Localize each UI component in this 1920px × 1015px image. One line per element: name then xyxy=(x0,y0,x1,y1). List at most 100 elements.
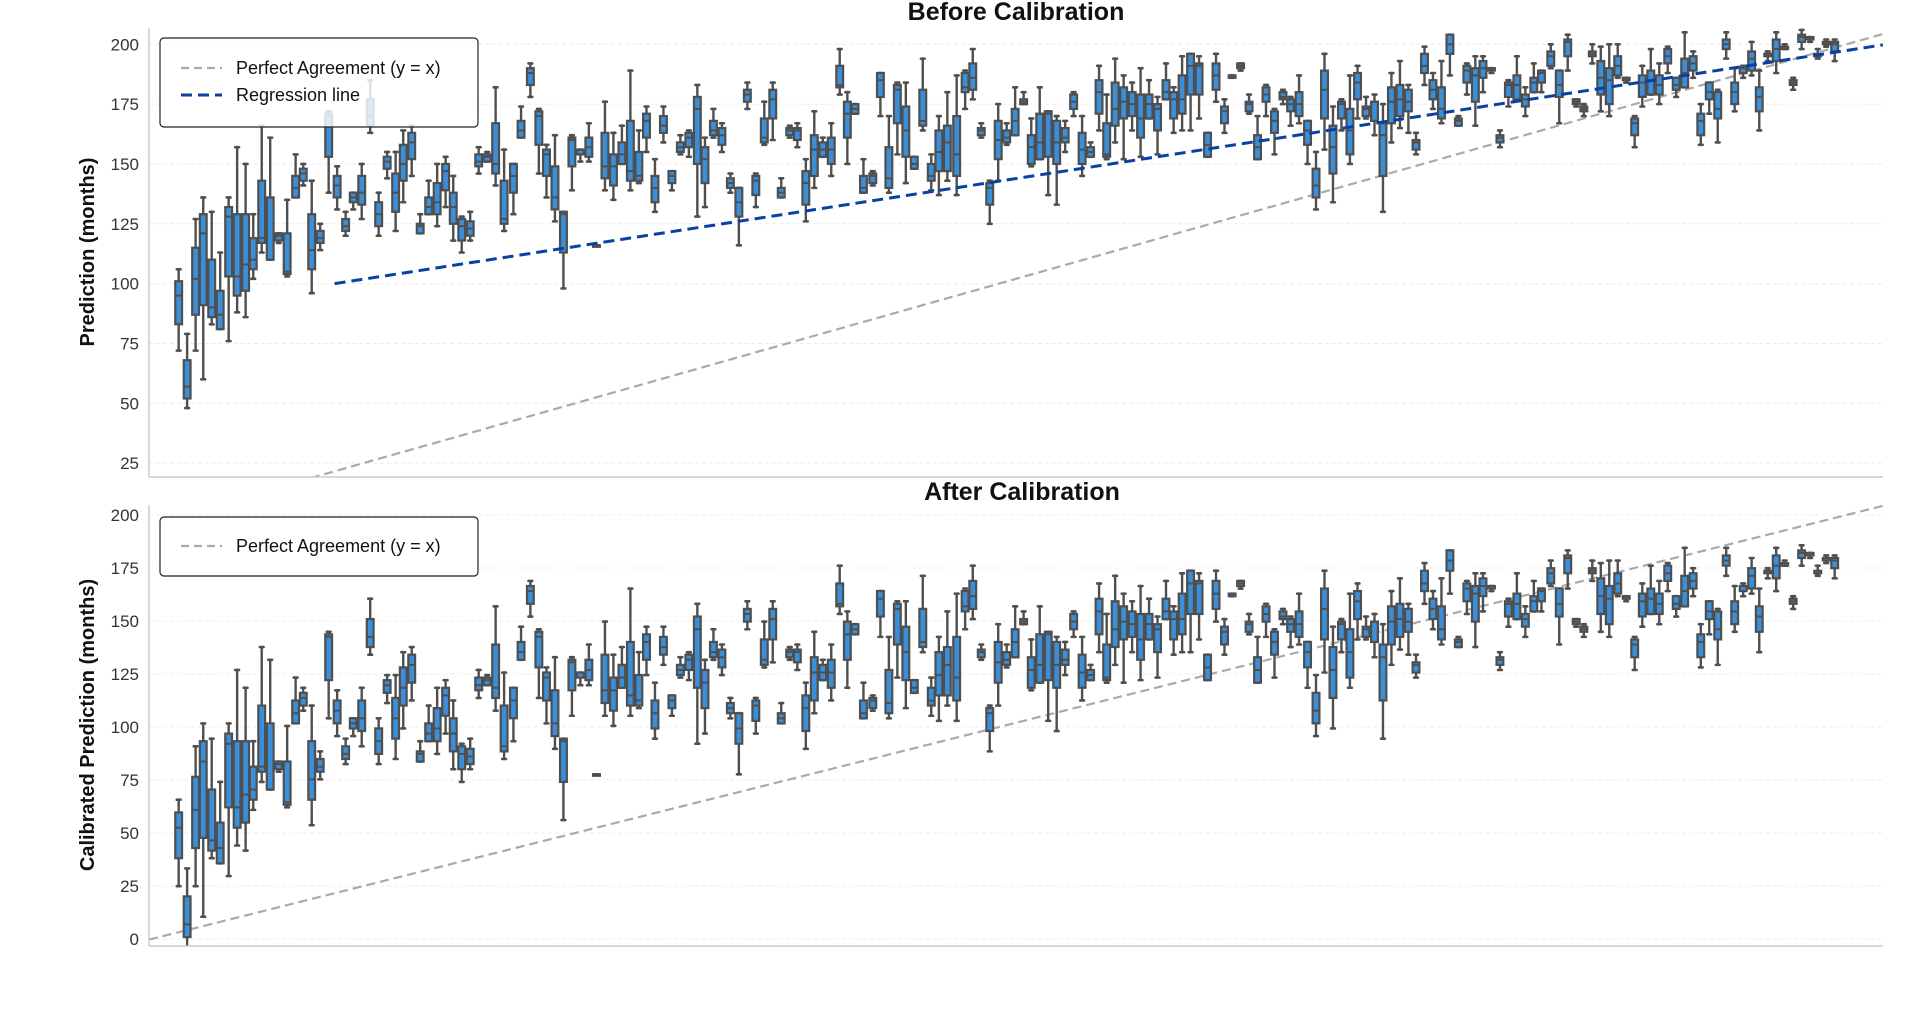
y-tick-label: 125 xyxy=(111,665,139,684)
box-plot xyxy=(398,129,408,204)
iqr-box xyxy=(1637,74,1647,99)
box-plot xyxy=(465,210,475,242)
box-plot xyxy=(742,81,752,111)
iqr-box xyxy=(482,153,492,163)
box-plot xyxy=(1747,40,1757,77)
iqr-box xyxy=(232,213,242,297)
box-plot xyxy=(424,704,434,743)
box-plot xyxy=(1821,554,1831,565)
box-plot xyxy=(482,673,492,687)
iqr-box xyxy=(1771,38,1781,63)
iqr-box xyxy=(541,148,551,178)
box-plot xyxy=(884,635,894,720)
iqr-box xyxy=(341,745,351,761)
box-plot xyxy=(1244,612,1254,636)
y-tick-label: 175 xyxy=(111,95,139,114)
box-plot xyxy=(282,724,292,809)
iqr-box xyxy=(934,129,944,173)
iqr-box xyxy=(357,174,367,206)
box-plot xyxy=(1094,64,1104,132)
box-plot xyxy=(942,610,952,707)
box-plot xyxy=(1052,114,1062,206)
iqr-box xyxy=(1646,587,1656,616)
box-plot xyxy=(508,162,518,216)
box-plot xyxy=(1637,582,1647,628)
iqr-box xyxy=(884,668,894,715)
iqr-box xyxy=(884,146,894,189)
box-plot xyxy=(684,129,694,159)
box-plot xyxy=(968,564,978,621)
iqr-box xyxy=(415,750,425,763)
box-plot xyxy=(1002,121,1012,147)
iqr-box xyxy=(1529,595,1539,613)
box-plot xyxy=(634,129,644,185)
iqr-box xyxy=(1035,112,1045,161)
iqr-box xyxy=(858,174,868,194)
iqr-box xyxy=(1077,653,1087,689)
y-tick-label: 100 xyxy=(111,718,139,737)
iqr-box xyxy=(291,699,301,725)
box-plot xyxy=(1579,102,1589,118)
box-plot xyxy=(617,124,627,166)
box-plot xyxy=(1227,592,1237,598)
box-plot xyxy=(708,627,718,662)
iqr-box xyxy=(424,196,434,216)
box-plot xyxy=(734,186,744,247)
iqr-box xyxy=(892,83,902,125)
iqr-box xyxy=(1060,126,1070,144)
box-plot xyxy=(675,655,685,679)
iqr-box xyxy=(474,676,484,692)
iqr-box xyxy=(1503,81,1513,99)
iqr-box xyxy=(534,630,544,669)
box-plot xyxy=(1019,610,1029,626)
box-plot xyxy=(1186,569,1196,654)
y-tick-label: 0 xyxy=(130,930,139,949)
iqr-box xyxy=(1747,567,1757,590)
box-plot xyxy=(324,630,334,720)
box-plot xyxy=(868,694,878,712)
iqr-box xyxy=(1026,656,1036,689)
box-plot xyxy=(625,69,635,192)
iqr-box xyxy=(541,671,551,702)
box-plot xyxy=(600,620,610,718)
y-tick-labels: 25 50 75 100 125 150 175 200 xyxy=(111,35,139,473)
iqr-box xyxy=(858,699,868,720)
iqr-box xyxy=(785,126,795,137)
box-plot xyxy=(700,136,710,209)
box-plot xyxy=(1630,114,1640,149)
iqr-box xyxy=(1169,91,1179,120)
box-plot xyxy=(248,212,258,281)
iqr-box xyxy=(1110,600,1120,649)
box-plot xyxy=(909,155,919,171)
iqr-box xyxy=(1161,79,1171,101)
box-plot xyxy=(1177,571,1187,654)
box-plot xyxy=(441,678,451,735)
iqr-box xyxy=(307,740,317,801)
box-plot xyxy=(424,179,434,216)
box-plot xyxy=(1010,605,1020,659)
box-plot xyxy=(232,668,242,847)
iqr-box xyxy=(341,217,351,233)
iqr-box xyxy=(926,162,936,182)
box-plot xyxy=(1797,543,1807,567)
box-plot xyxy=(1328,105,1338,204)
box-plot xyxy=(1127,81,1137,132)
boxes xyxy=(174,543,1840,946)
box-plot xyxy=(1161,62,1171,101)
box-plot xyxy=(1119,74,1129,161)
box-plot xyxy=(1520,86,1530,118)
box-plot xyxy=(432,162,442,228)
iqr-box xyxy=(1153,103,1163,132)
iqr-box xyxy=(826,136,836,166)
iqr-box xyxy=(407,653,417,684)
box-plot xyxy=(667,169,677,192)
iqr-box xyxy=(1503,600,1513,618)
box-plot xyxy=(1219,617,1229,656)
box-plot xyxy=(1069,90,1079,118)
iqr-box xyxy=(1328,645,1338,700)
box-plot xyxy=(1353,582,1363,641)
iqr-box xyxy=(215,821,225,865)
box-plot xyxy=(215,780,225,865)
iqr-box xyxy=(1336,100,1346,120)
iqr-box xyxy=(232,740,242,829)
